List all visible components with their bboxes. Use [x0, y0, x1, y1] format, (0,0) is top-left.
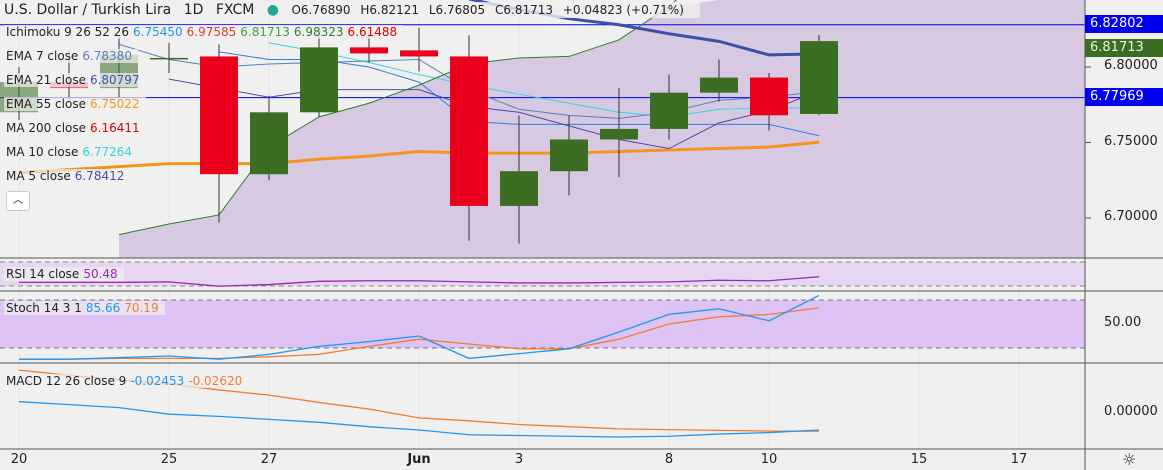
stoch-legend[interactable]: Stoch 14 3 1 85.66 70.19 — [4, 301, 165, 315]
y-tick-label: 6.70000 — [1104, 209, 1158, 224]
rsi-legend[interactable]: RSI 14 close 50.48 — [4, 267, 124, 281]
x-tick-label: 15 — [910, 452, 928, 467]
candle-up[interactable] — [150, 57, 188, 60]
legend-value: 6.61488 — [347, 25, 398, 39]
stoch-label: Stoch 14 3 1 — [6, 301, 82, 315]
x-tick-label: 8 — [664, 452, 674, 467]
collapse-legend-button[interactable]: ︿ — [6, 191, 30, 211]
rsi-band — [0, 262, 1085, 286]
legend-value: 6.75022 — [89, 97, 140, 111]
low-value: L6.76805 — [428, 3, 486, 17]
y-tick-label: 6.75000 — [1104, 133, 1158, 149]
legend-value: 6.78412 — [74, 169, 125, 183]
market-status-icon: ● — [266, 2, 280, 18]
legend-label: EMA 7 close — [6, 49, 79, 63]
legend-label: MA 10 close — [6, 145, 79, 159]
legend-row[interactable]: EMA 55 close 6.75022 — [4, 97, 146, 111]
candle-down[interactable] — [350, 47, 388, 54]
legend-value: 6.77264 — [82, 145, 132, 159]
candle-down[interactable] — [400, 50, 438, 57]
x-tick-label: 27 — [260, 452, 278, 467]
macd-legend[interactable]: MACD 12 26 close 9 -0.02453 -0.02620 — [4, 374, 249, 388]
legend-label: MA 200 close — [6, 121, 87, 135]
last-price-label: 6.81713 — [1085, 39, 1163, 57]
legend-value: 6.97585 — [186, 25, 237, 39]
x-tick-label: 10 — [760, 452, 778, 467]
macd-label: MACD 12 26 close 9 — [6, 374, 127, 388]
legend-row[interactable]: Ichimoku 9 26 52 26 6.75450 6.97585 6.81713… — [4, 25, 404, 39]
ema55-line — [18, 140, 820, 175]
settings-gear-icon[interactable]: ☼ — [1122, 450, 1137, 469]
stoch-k-value: 85.66 — [85, 301, 121, 315]
legend-row[interactable]: MA 200 close 6.16411 — [4, 121, 146, 135]
candle-down[interactable] — [450, 56, 488, 206]
candle-down[interactable] — [750, 77, 788, 116]
candle-up[interactable] — [700, 77, 738, 93]
candle-up[interactable] — [500, 171, 538, 206]
stoch-d-line — [19, 307, 820, 360]
candle-down[interactable] — [200, 56, 238, 175]
rsi-label: RSI 14 close — [6, 267, 80, 281]
candle-up[interactable] — [650, 92, 688, 129]
legend-label: Ichimoku 9 26 52 26 — [6, 25, 129, 39]
legend-value: 6.98323 — [293, 25, 344, 39]
legend-value: 6.75450 — [133, 25, 183, 39]
exchange: FXCM — [215, 2, 255, 18]
symbol-header: U.S. Dollar / Turkish Lira 1D FXCM ● O6.… — [4, 2, 700, 18]
legend-label: MA 5 close — [6, 169, 71, 183]
stoch-band — [0, 300, 1085, 348]
legend-value: 6.78380 — [82, 49, 132, 63]
legend-row[interactable]: MA 5 close 6.78412 — [4, 169, 131, 183]
ma5-line — [168, 78, 820, 150]
rsi-value: 50.48 — [83, 267, 118, 281]
x-tick-label: 20 — [10, 452, 28, 467]
legend-label: EMA 55 close — [6, 97, 86, 111]
candle-up[interactable] — [550, 139, 588, 172]
candle-up[interactable] — [250, 112, 288, 175]
interval[interactable]: 1D — [183, 2, 204, 18]
horizontal-lines[interactable] — [0, 24, 1085, 99]
legend-value: 6.80797 — [89, 73, 140, 87]
legend-label: EMA 21 close — [6, 73, 86, 87]
x-tick-label: 25 — [160, 452, 178, 467]
price-label-line1: 6.82802 — [1085, 15, 1163, 33]
macd-value: -0.02453 — [130, 374, 185, 388]
stoch-d-value: 70.19 — [124, 301, 159, 315]
x-tick-label: 3 — [514, 452, 524, 467]
open-value: O6.76890 — [291, 3, 351, 17]
macd-tick: 0.00000 — [1104, 404, 1158, 419]
change-value: +0.04823 (+0.71%) — [562, 3, 684, 17]
x-tick-label: Jun — [407, 452, 431, 467]
indicator-panes — [0, 261, 1085, 438]
legend-row[interactable]: EMA 21 close 6.80797 — [4, 73, 146, 87]
x-tick-label: 17 — [1010, 452, 1028, 467]
stoch-k-line — [19, 294, 820, 360]
signal-value: -0.02620 — [188, 374, 243, 388]
high-value: H6.82121 — [360, 3, 420, 17]
candle-up[interactable] — [800, 41, 838, 114]
legend-value: 6.16411 — [90, 121, 140, 135]
price-label-line2: 6.77969 — [1085, 88, 1163, 106]
candle-up[interactable] — [600, 128, 638, 140]
candle-up[interactable] — [300, 47, 338, 113]
stoch-tick: 50.00 — [1104, 315, 1142, 330]
symbol-name[interactable]: U.S. Dollar / Turkish Lira — [4, 2, 172, 18]
legend-row[interactable]: EMA 7 close 6.78380 — [4, 49, 138, 63]
rsi-line — [19, 276, 820, 287]
macd-macd-line — [18, 401, 820, 438]
legend-value: 6.81713 — [240, 25, 290, 39]
y-tick-label: 6.80000 — [1104, 58, 1158, 73]
ma10-line — [268, 42, 820, 118]
legend-row[interactable]: MA 10 close 6.77264 — [4, 145, 138, 159]
close-value: C6.81713 — [495, 3, 554, 17]
